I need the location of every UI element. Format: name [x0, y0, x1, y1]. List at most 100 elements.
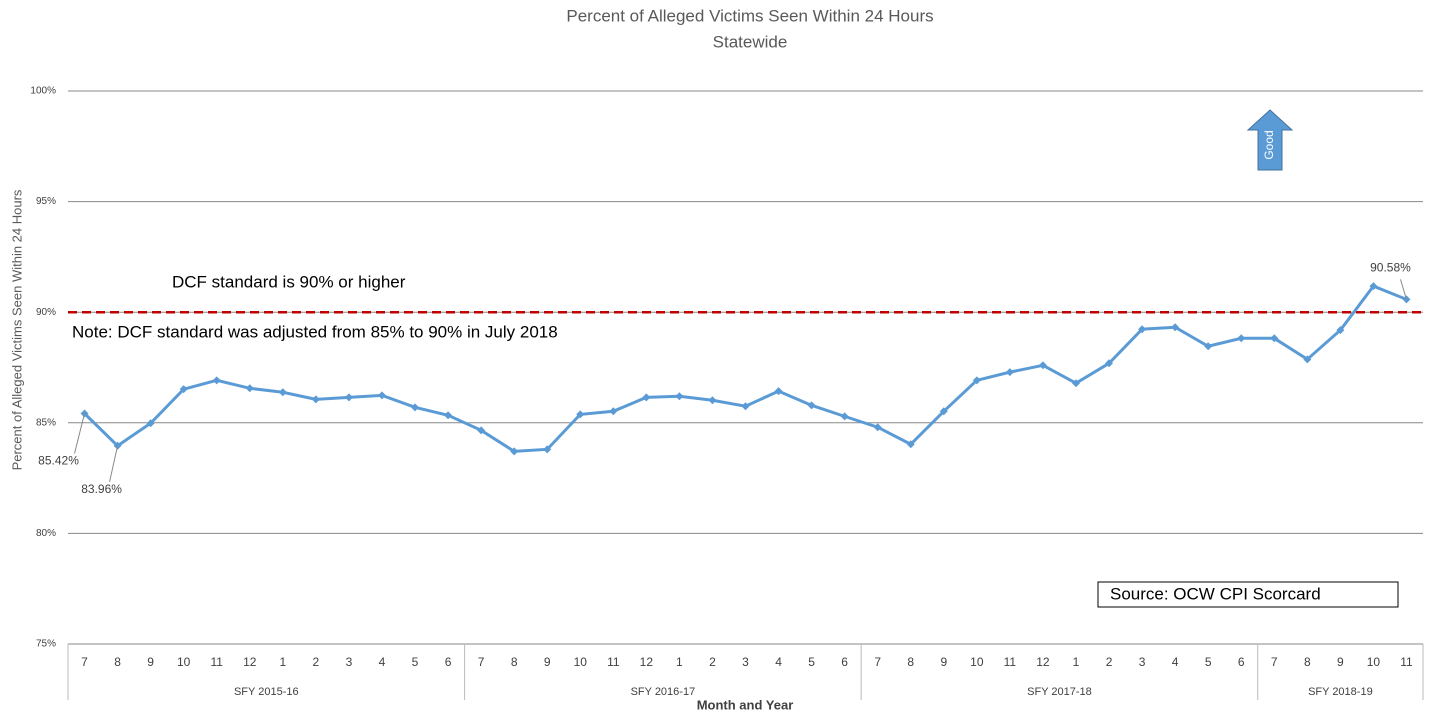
marker	[609, 407, 618, 416]
x-tick-label: 12	[640, 655, 654, 669]
data-label: 83.96%	[81, 482, 122, 496]
x-tick-label: 8	[1304, 655, 1311, 669]
group-label: SFY 2018-19	[1308, 686, 1373, 698]
x-axis-title: Month and Year	[697, 697, 794, 712]
marker	[873, 423, 882, 432]
chart-subtitle: Statewide	[713, 32, 788, 51]
marker	[344, 393, 353, 402]
x-tick-label: 10	[177, 655, 191, 669]
x-tick-label: 4	[775, 655, 782, 669]
x-tick-label: 7	[874, 655, 881, 669]
marker	[675, 392, 684, 401]
data-label: 90.58%	[1370, 261, 1411, 275]
x-tick-label: 5	[808, 655, 815, 669]
marker	[1038, 361, 1047, 370]
y-tick-label: 90%	[36, 307, 56, 318]
marker	[906, 440, 915, 449]
marker	[1270, 334, 1279, 343]
x-tick-label: 7	[81, 655, 88, 669]
y-tick-label: 75%	[36, 639, 56, 650]
group-label: SFY 2017-18	[1027, 686, 1092, 698]
x-tick-label: 4	[1172, 655, 1179, 669]
x-tick-label: 12	[243, 655, 257, 669]
x-tick-label: 7	[478, 655, 485, 669]
leader-line	[1399, 279, 1407, 300]
x-tick-label: 1	[676, 655, 683, 669]
source-box	[1097, 581, 1399, 608]
x-tick-label: 6	[445, 655, 452, 669]
x-tick-label: 5	[412, 655, 419, 669]
x-tick-label: 3	[346, 655, 353, 669]
marker	[477, 426, 486, 435]
x-tick-label: 7	[1271, 655, 1278, 669]
y-tick-label: 95%	[36, 196, 56, 207]
x-tick-label: 10	[1367, 655, 1381, 669]
marker	[1336, 326, 1345, 335]
x-tick-label: 8	[907, 655, 914, 669]
annotation: DCF standard is 90% or higher	[172, 272, 406, 291]
x-tick-label: 9	[940, 655, 947, 669]
x-tick-label: 6	[1238, 655, 1245, 669]
marker	[1105, 359, 1114, 368]
marker	[1005, 368, 1014, 377]
marker	[377, 391, 386, 400]
marker	[311, 395, 320, 404]
group-label: SFY 2015-16	[234, 686, 299, 698]
marker	[708, 396, 717, 405]
x-tick-label: 2	[313, 655, 320, 669]
y-axis-title: Percent of Alleged Victims Seen Within 2…	[9, 189, 24, 470]
marker	[1171, 323, 1180, 332]
annotation: Source: OCW CPI Scorcard	[1110, 584, 1321, 603]
x-tick-label: 9	[147, 655, 154, 669]
marker	[1138, 325, 1147, 334]
x-tick-label: 1	[279, 655, 286, 669]
marker	[972, 376, 981, 385]
marker	[1369, 282, 1378, 291]
marker	[1303, 355, 1312, 364]
marker	[543, 445, 552, 454]
x-tick-label: 3	[1139, 655, 1146, 669]
x-tick-label: 10	[574, 655, 588, 669]
x-tick-label: 1	[1073, 655, 1080, 669]
x-tick-label: 10	[970, 655, 984, 669]
marker	[212, 376, 221, 385]
x-tick-label: 4	[379, 655, 386, 669]
marker	[179, 385, 188, 394]
y-tick-label: 85%	[36, 417, 56, 428]
annotation: Note: DCF standard was adjusted from 85%…	[72, 322, 558, 341]
leader-line	[109, 445, 119, 482]
y-tick-label: 100%	[30, 86, 56, 97]
annotation: Good	[1262, 130, 1276, 159]
marker	[576, 410, 585, 419]
x-tick-label: 2	[709, 655, 716, 669]
x-tick-label: 9	[1337, 655, 1344, 669]
x-tick-label: 2	[1106, 655, 1113, 669]
marker	[1237, 334, 1246, 343]
marker	[1071, 379, 1080, 388]
chart-title: Percent of Alleged Victims Seen Within 2…	[566, 6, 933, 25]
marker	[741, 402, 750, 411]
y-tick-label: 80%	[36, 528, 56, 539]
leader-line	[74, 413, 86, 454]
marker	[245, 384, 254, 393]
marker	[444, 411, 453, 420]
marker	[774, 387, 783, 396]
marker	[807, 401, 816, 410]
data-label: 85.42%	[38, 454, 79, 468]
marker	[840, 412, 849, 421]
x-tick-label: 8	[114, 655, 121, 669]
x-tick-label: 8	[511, 655, 518, 669]
marker	[939, 407, 948, 416]
x-tick-label: 12	[1036, 655, 1050, 669]
group-label: SFY 2016-17	[631, 686, 696, 698]
good-arrow	[1246, 109, 1294, 171]
marker	[510, 447, 519, 456]
x-tick-label: 5	[1205, 655, 1212, 669]
line-series	[83, 284, 1408, 453]
marker	[146, 419, 155, 428]
x-tick-label: 3	[742, 655, 749, 669]
x-tick-label: 11	[1400, 655, 1413, 669]
x-tick-label: 11	[607, 655, 620, 669]
x-tick-label: 6	[841, 655, 848, 669]
